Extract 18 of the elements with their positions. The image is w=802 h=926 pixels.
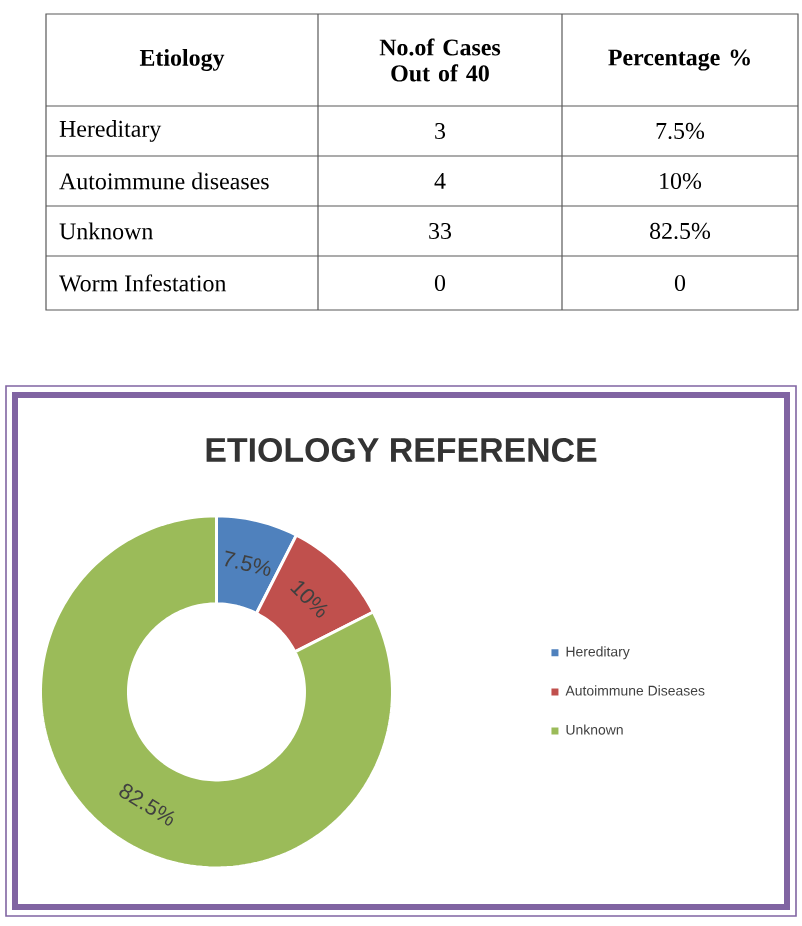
- text: 33: [429, 222, 452, 240]
- text: 0: [674, 274, 686, 292]
- chart-title: ETIOLOGY REFERENCE: [206, 437, 597, 462]
- text: Worm Infestation: [59, 274, 227, 292]
- text: 4: [434, 173, 446, 189]
- text: 3: [435, 122, 446, 140]
- text: No.of Cases Out of 40: [379, 38, 501, 82]
- text: 7.5%: [656, 122, 705, 140]
- data-label: 10%: [290, 580, 328, 618]
- text: Autoimmune diseases: [59, 172, 269, 190]
- text: 10%: [660, 172, 702, 190]
- text: Etiology: [139, 49, 225, 71]
- text: 0: [434, 274, 446, 292]
- text: Hereditary: [59, 120, 162, 142]
- data-label: 7.5%: [225, 550, 271, 576]
- text: 82.5%: [650, 222, 711, 240]
- text: Percentage %: [608, 49, 750, 71]
- text: Unknown: [59, 222, 153, 240]
